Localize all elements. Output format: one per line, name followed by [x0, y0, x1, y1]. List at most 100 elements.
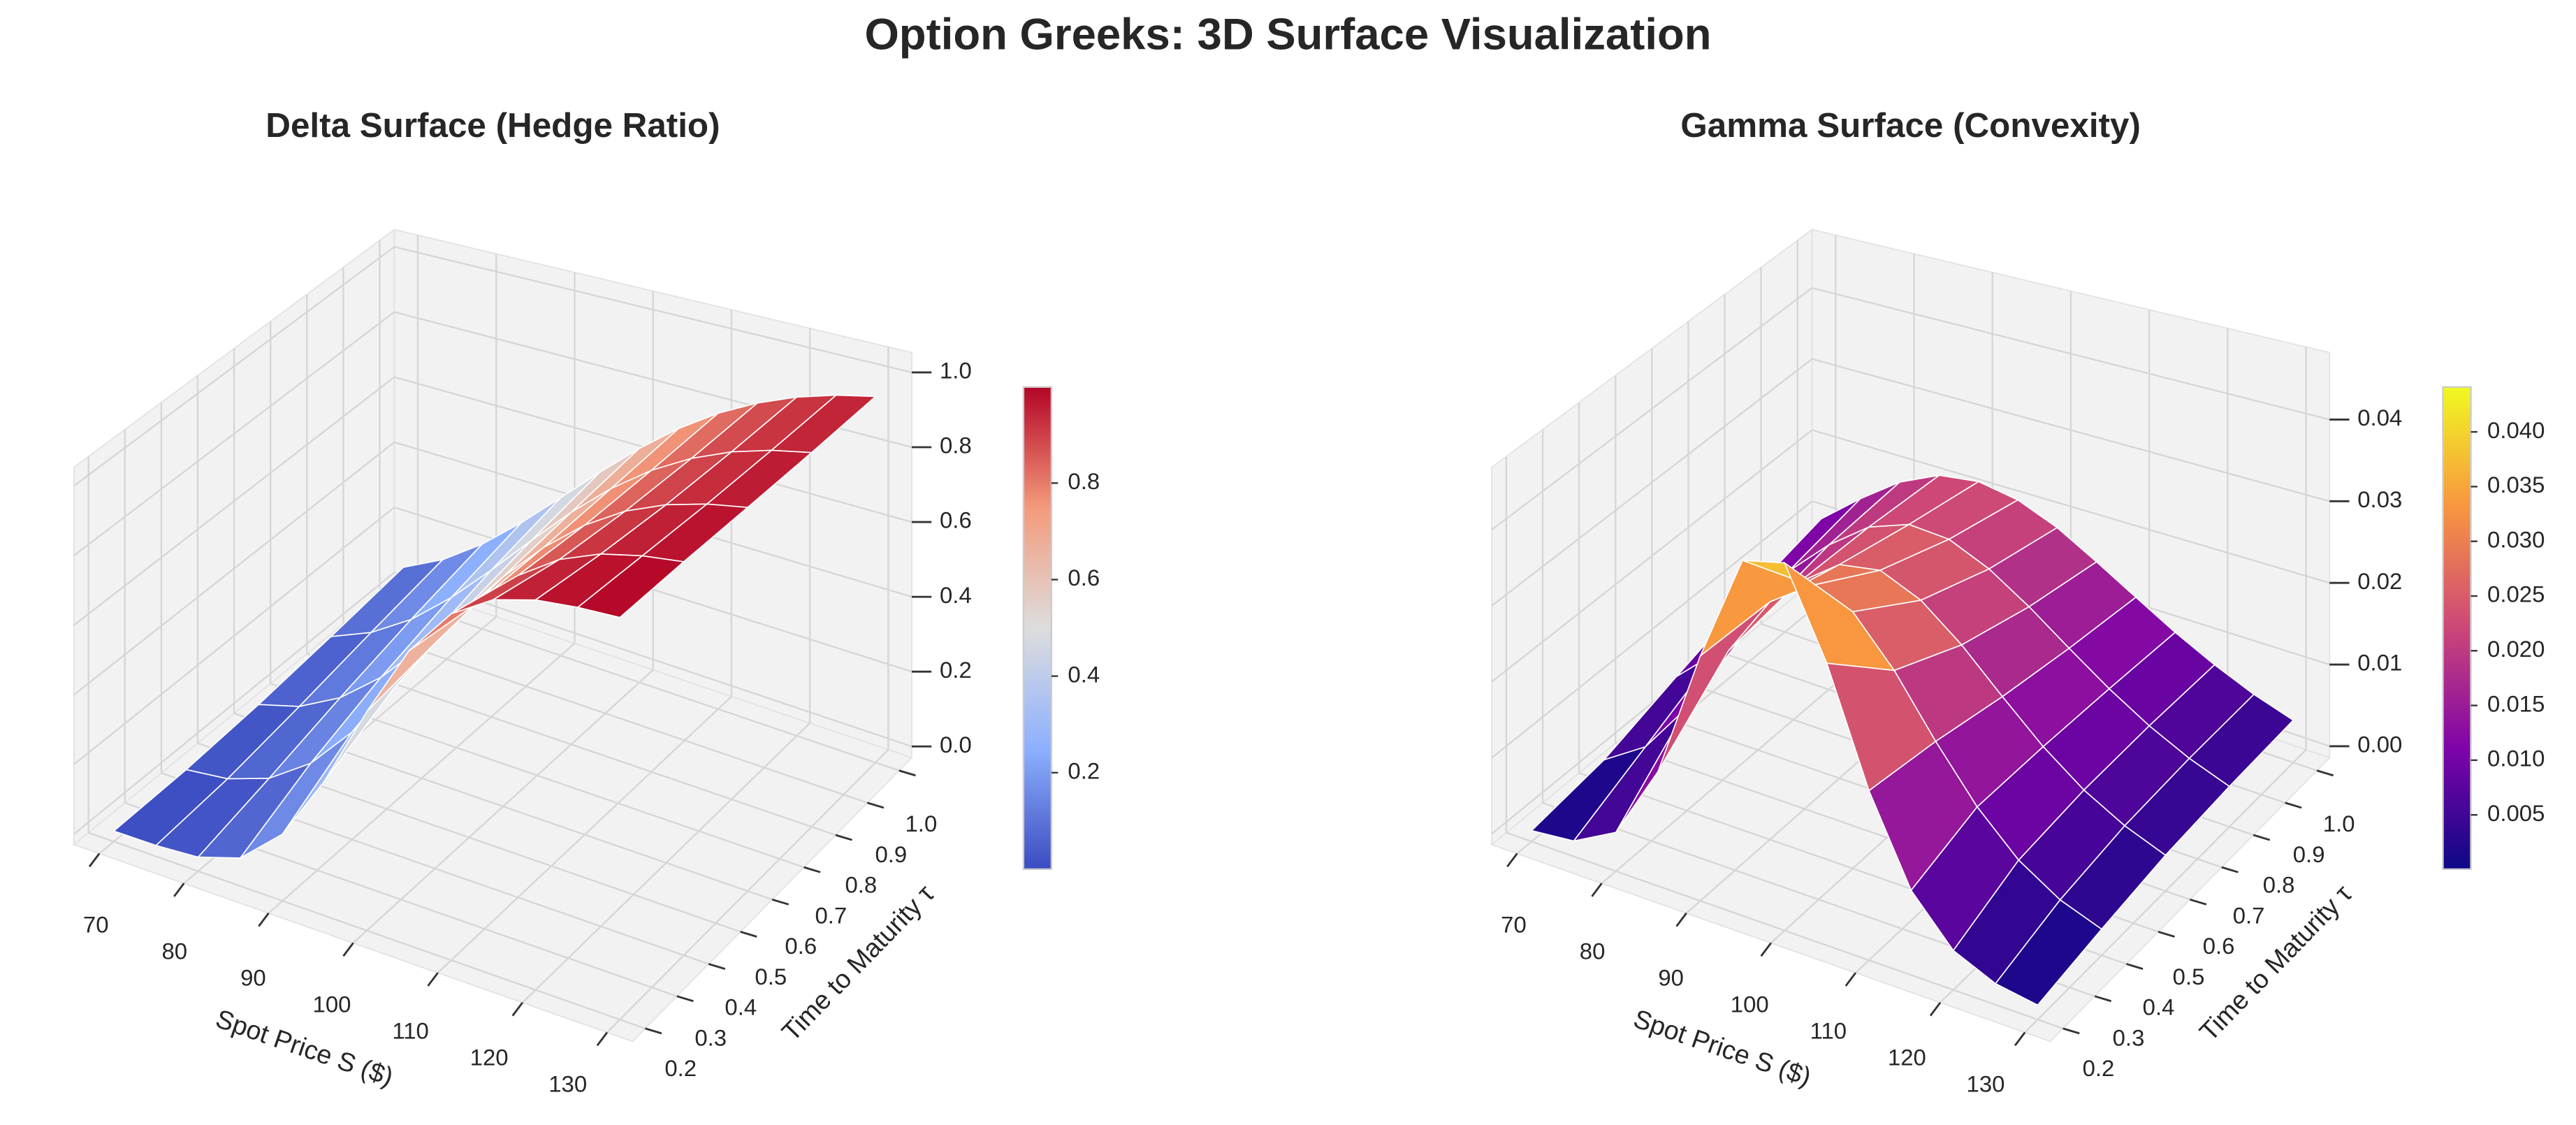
y-tick-label: 0.8 [845, 872, 877, 898]
x-tick-label: 120 [1888, 1045, 1926, 1070]
x-tick-label: 70 [1501, 911, 1527, 937]
tick-mark [173, 883, 185, 897]
y-tick-label: 0.4 [725, 994, 757, 1020]
tick-mark [1760, 942, 1772, 957]
colorbar-tick-label: 0.8 [1068, 468, 1100, 494]
y-tick-label: 0.3 [694, 1024, 727, 1050]
tick-mark [2094, 995, 2112, 1003]
z-tick-label: 1.0 [940, 358, 972, 384]
tick-mark [803, 866, 821, 873]
tick-mark [2285, 801, 2302, 809]
colorbar-tick-label: 0.015 [2487, 690, 2545, 716]
z-tick-label: 0.0 [940, 732, 972, 757]
figure-title: Option Greeks: 3D Surface Visualization [864, 10, 1711, 59]
x-tick-label: 110 [1810, 1018, 1847, 1044]
tick-mark [1844, 972, 1857, 987]
tick-mark [342, 942, 354, 957]
y-axis-label: Time to Maturity τ [776, 879, 939, 1047]
colorbar-tick-label: 0.6 [1068, 565, 1100, 590]
panel: 70 80 90 100 110 120 130 0.2 0.3 0.4 0.5 0.6 0.7 0.8 0… [72, 106, 1100, 1097]
tick-mark [596, 1031, 609, 1047]
grid-line [393, 506, 912, 673]
colorbar-tick-label: 0.020 [2487, 636, 2545, 662]
colorbar-tick-label: 0.4 [1068, 661, 1100, 687]
tick-mark [835, 834, 852, 841]
y-tick-label: 0.2 [664, 1055, 697, 1081]
z-tick-label: 0.04 [2357, 405, 2402, 430]
y-tick-label: 0.3 [2113, 1024, 2145, 1050]
tick-mark [676, 995, 694, 1003]
y-tick-label: 0.5 [755, 964, 787, 989]
grid-line [379, 593, 900, 771]
grid-line [394, 246, 912, 374]
y-tick-label: 0.7 [815, 903, 847, 929]
tick-mark [898, 769, 916, 777]
x-tick-label: 80 [162, 938, 188, 964]
tick-mark [2126, 963, 2144, 970]
tick-mark [2221, 866, 2239, 873]
tick-mark [2157, 931, 2175, 938]
grid-line [1491, 500, 1813, 759]
x-tick-label: 90 [240, 965, 266, 991]
y-tick-label: 0.6 [785, 933, 817, 959]
y-tick-label: 0.5 [2173, 964, 2205, 989]
x-tick-label: 100 [313, 992, 351, 1017]
y-tick-label: 0.2 [2083, 1055, 2115, 1081]
y-tick-label: 1.0 [2323, 811, 2355, 836]
grid-line [1812, 358, 2330, 502]
panel-title: Delta Surface (Hedge Ratio) [265, 106, 720, 145]
x-tick-label: 130 [1967, 1071, 2005, 1097]
tick-mark [708, 963, 726, 970]
y-axis-label: Time to Maturity τ [2194, 879, 2357, 1047]
x-tick-label: 100 [1731, 992, 1769, 1017]
z-tick-label: 0.4 [940, 582, 972, 608]
colorbar-tick-label: 0.025 [2487, 581, 2545, 607]
z-tick-label: 0.02 [2357, 568, 2402, 594]
tick-mark [511, 1001, 523, 1017]
z-tick-label: 0.2 [940, 657, 972, 683]
grid-line [1491, 358, 1813, 607]
panel: 70 80 90 100 110 120 130 0.2 0.3 0.4 0.5 0.6 0.7 0.8 0… [1490, 106, 2545, 1097]
tick-mark [645, 1027, 662, 1035]
grid-line [1491, 287, 1813, 531]
z-tick-label: 0.6 [940, 507, 972, 533]
colorbar-tick-label: 0.2 [1068, 758, 1100, 784]
tick-mark [427, 972, 439, 987]
tick-mark [2190, 898, 2207, 906]
grid-line [88, 832, 646, 1029]
x-tick-label: 130 [548, 1071, 587, 1097]
grid-line [73, 376, 395, 626]
z-tick-label: 0.01 [2357, 650, 2402, 676]
tick-mark [2253, 834, 2271, 841]
tick-mark [1506, 852, 1518, 868]
colorbar [1022, 386, 1053, 871]
grid-line [1491, 429, 1813, 683]
surface-patch [576, 555, 685, 618]
x-tick-label: 110 [392, 1018, 428, 1044]
tick-mark [2062, 1027, 2080, 1035]
grid-line [1812, 286, 2330, 421]
tick-mark [771, 898, 789, 906]
colorbar-tick-label: 0.030 [2487, 526, 2545, 552]
y-tick-label: 0.8 [2263, 872, 2295, 898]
z-tick-label: 0.00 [2357, 732, 2402, 757]
x-axis-label: Spot Price S ($) [212, 1003, 398, 1091]
grid-line [1812, 429, 2330, 584]
surface-patch [1994, 899, 2103, 1006]
tick-mark [1929, 1001, 1942, 1017]
z-tick-label: 0.8 [940, 433, 972, 458]
grid-line [343, 623, 868, 804]
x-tick-label: 90 [1658, 965, 1684, 991]
y-tick-label: 0.7 [2233, 903, 2265, 929]
tick-mark [867, 801, 885, 809]
tick-mark [1591, 883, 1603, 897]
grid-line [73, 246, 395, 487]
y-tick-label: 0.9 [875, 841, 907, 867]
tick-mark [258, 912, 270, 927]
grid-line [73, 507, 395, 765]
x-tick-label: 120 [470, 1045, 509, 1070]
y-tick-label: 0.4 [2143, 994, 2175, 1020]
z-tick-label: 0.03 [2357, 486, 2402, 512]
